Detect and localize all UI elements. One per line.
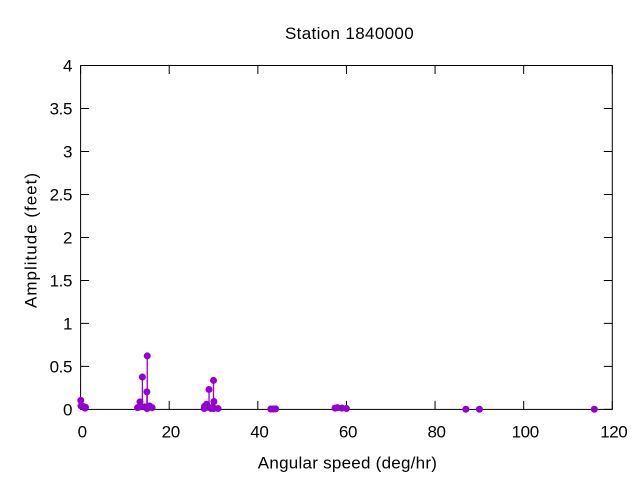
svg-text:Station 1840000: Station 1840000	[285, 24, 414, 43]
svg-text:0.5: 0.5	[50, 358, 72, 377]
svg-text:Amplitude (feet): Amplitude (feet)	[21, 172, 40, 308]
svg-text:3: 3	[63, 143, 72, 162]
svg-text:1: 1	[63, 315, 72, 334]
svg-text:2.5: 2.5	[50, 186, 72, 205]
svg-text:20: 20	[162, 422, 180, 441]
svg-text:1.5: 1.5	[50, 272, 72, 291]
svg-text:80: 80	[428, 422, 446, 441]
svg-text:100: 100	[512, 422, 539, 441]
svg-text:40: 40	[250, 422, 268, 441]
svg-text:120: 120	[600, 422, 627, 441]
svg-text:4: 4	[63, 57, 72, 76]
svg-text:3.5: 3.5	[50, 100, 72, 119]
svg-text:2: 2	[63, 229, 72, 248]
svg-text:60: 60	[339, 422, 357, 441]
svg-text:0: 0	[63, 401, 72, 420]
svg-text:0: 0	[78, 422, 87, 441]
svg-text:Angular speed (deg/hr): Angular speed (deg/hr)	[258, 453, 437, 472]
